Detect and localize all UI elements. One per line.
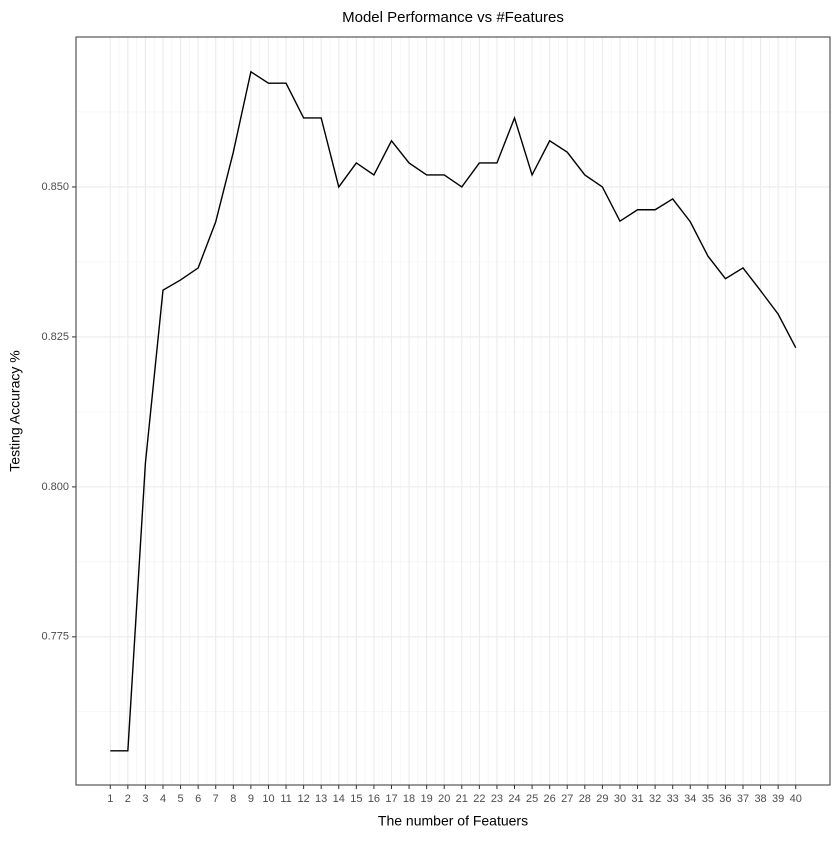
x-tick-label: 37 xyxy=(737,793,749,805)
x-tick-label: 31 xyxy=(631,793,643,805)
x-tick-label: 6 xyxy=(195,793,201,805)
x-tick-label: 17 xyxy=(385,793,397,805)
x-tick-label: 27 xyxy=(561,793,573,805)
x-tick-label: 11 xyxy=(280,793,291,805)
y-tick-label: 0.850 xyxy=(41,181,69,193)
x-tick-label: 28 xyxy=(579,793,591,805)
x-axis-label: The number of Featuers xyxy=(378,813,528,829)
y-tick-label: 0.800 xyxy=(41,481,69,493)
x-tick-label: 23 xyxy=(491,793,503,805)
x-tick-label: 4 xyxy=(160,793,166,805)
x-tick-label: 13 xyxy=(315,793,327,805)
line xyxy=(110,70,797,752)
x-tick-label: 39 xyxy=(772,793,784,805)
chart-title: Model Performance vs #Features xyxy=(342,9,564,26)
x-tick-label: 19 xyxy=(421,793,433,805)
x-tick-label: 9 xyxy=(248,793,254,805)
x-tick-label: 8 xyxy=(230,793,236,805)
x-tick-label: 14 xyxy=(333,793,345,805)
x-tick-label: 7 xyxy=(213,793,219,805)
y-tick-label: 0.775 xyxy=(41,631,69,643)
x-tick-label: 35 xyxy=(702,793,714,805)
x-tick-label: 15 xyxy=(350,793,362,805)
x-tick-label: 21 xyxy=(456,793,468,805)
x-tick-label: 29 xyxy=(596,793,608,805)
x-tick-label: 1 xyxy=(107,793,113,805)
x-tick-label: 24 xyxy=(508,793,520,805)
x-tick-label: 2 xyxy=(125,793,131,805)
x-tick-label: 33 xyxy=(667,793,679,805)
x-tick-label: 10 xyxy=(262,793,274,805)
x-tick-label: 25 xyxy=(526,793,538,805)
x-tick-label: 5 xyxy=(178,793,184,805)
x-tick-label: 12 xyxy=(297,793,309,805)
y-tick-label: 0.825 xyxy=(41,331,69,343)
x-tick-label: 40 xyxy=(790,793,802,805)
x-tick-label: 22 xyxy=(473,793,485,805)
x-tick-label: 30 xyxy=(614,793,626,805)
x-tick-label: 36 xyxy=(719,793,731,805)
y-axis-label: Testing Accuracy % xyxy=(7,350,23,471)
x-tick-label: 32 xyxy=(649,793,661,805)
x-tick-label: 34 xyxy=(684,793,696,805)
panel-border xyxy=(75,36,831,786)
x-tick-label: 16 xyxy=(368,793,380,805)
x-tick-label: 18 xyxy=(403,793,415,805)
x-tick-label: 3 xyxy=(142,793,148,805)
x-tick-label: 20 xyxy=(438,793,450,805)
x-tick-label: 26 xyxy=(544,793,556,805)
x-tick-label: 38 xyxy=(754,793,766,805)
